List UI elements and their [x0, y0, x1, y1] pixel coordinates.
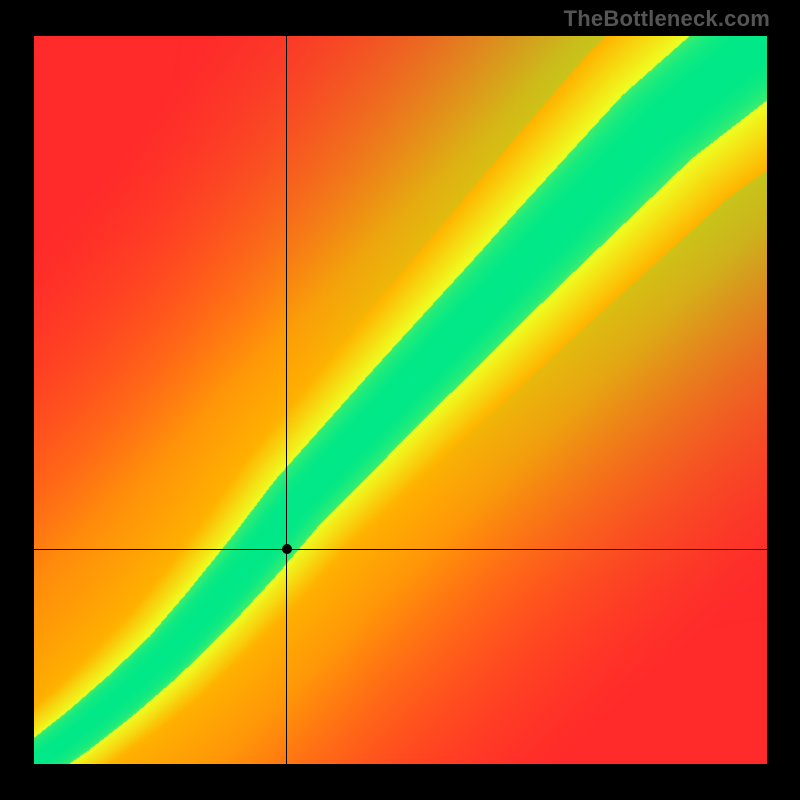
bottleneck-heatmap-canvas [34, 36, 767, 764]
crosshair-marker-dot [282, 544, 292, 554]
watermark-text: TheBottleneck.com [564, 6, 770, 32]
crosshair-horizontal-line [34, 549, 767, 550]
crosshair-vertical-line [286, 36, 287, 764]
